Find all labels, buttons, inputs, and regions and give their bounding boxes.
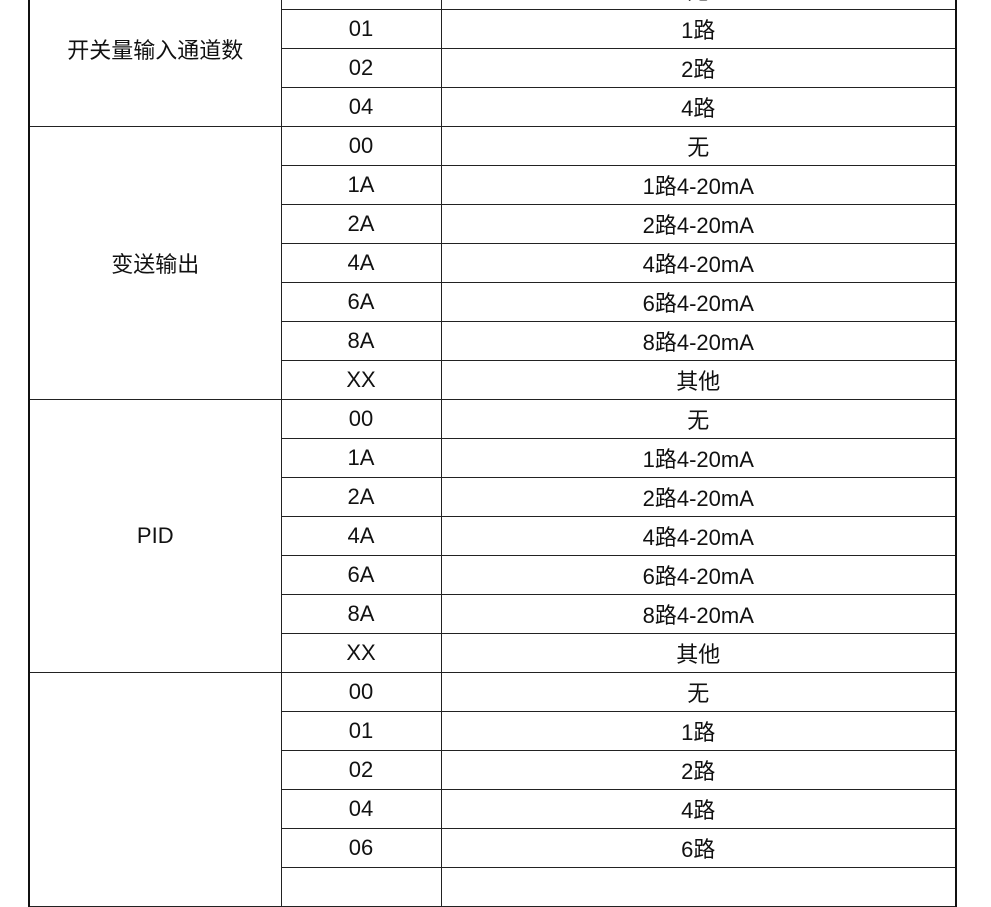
description-cell: 无	[440, 399, 957, 439]
code-cell: 6A	[280, 282, 442, 322]
table-row: 4A 4路4-20mA	[29, 516, 957, 556]
description-cell: 6路4-20mA	[440, 282, 957, 322]
description-cell: 1路4-20mA	[440, 165, 957, 205]
code-cell: 2A	[280, 477, 442, 517]
table-row: 04 4路	[29, 87, 957, 127]
code-cell: XX	[280, 633, 442, 673]
description-cell: 2路	[440, 48, 957, 88]
table-row: XX 其他	[29, 360, 957, 400]
description-cell: 无	[440, 672, 957, 712]
table-row: 变送输出 00 无	[28, 126, 957, 400]
code-cell: 8A	[280, 321, 442, 361]
description-cell: 4路4-20mA	[440, 516, 957, 556]
table-row: 02 2路	[29, 750, 957, 790]
code-cell: 06	[280, 828, 442, 868]
spec-table: 开关量输入通道数00无011路022路044路变送输出00无1A1路4-20mA…	[28, 0, 957, 907]
description-cell: 1路4-20mA	[440, 438, 957, 478]
description-cell: 4路4-20mA	[440, 243, 957, 283]
code-cell: 4A	[280, 243, 442, 283]
table-row: 1A 1路4-20mA	[29, 438, 957, 478]
code-cell: 04	[280, 87, 442, 127]
table-row: 01 1路	[29, 711, 957, 751]
code-cell	[280, 867, 442, 907]
table-row: 6A 6路4-20mA	[29, 282, 957, 322]
description-cell: 6路	[440, 828, 957, 868]
code-cell: 01	[280, 9, 442, 49]
table-row: 开关量输入通道数00无	[28, 0, 957, 127]
code-cell: 8A	[280, 594, 442, 634]
code-cell: 00	[280, 0, 442, 10]
description-cell: 8路4-20mA	[440, 594, 957, 634]
code-cell: 01	[280, 711, 442, 751]
code-cell: 02	[280, 750, 442, 790]
table-row: 2A 2路4-20mA	[29, 477, 957, 517]
code-cell: 2A	[280, 204, 442, 244]
group-label: PID	[28, 399, 282, 673]
group-label: 变送输出	[28, 126, 282, 400]
description-cell: 无	[440, 126, 957, 166]
code-cell: 02	[280, 48, 442, 88]
description-cell: 8路4-20mA	[440, 321, 957, 361]
code-cell: 4A	[280, 516, 442, 556]
code-cell: 6A	[280, 555, 442, 595]
description-cell: 2路	[440, 750, 957, 790]
code-cell: 00	[280, 399, 442, 439]
description-cell: 无	[440, 0, 957, 10]
description-cell: 2路4-20mA	[440, 204, 957, 244]
description-cell: 6路4-20mA	[440, 555, 957, 595]
code-cell: 1A	[280, 438, 442, 478]
description-cell: 4路	[440, 789, 957, 829]
group-label: 开关量输入通道数	[28, 0, 282, 127]
description-cell: 其他	[440, 633, 957, 673]
code-cell: 00	[280, 672, 442, 712]
table-row: 00 无	[28, 672, 957, 907]
table-row: 8A 8路4-20mA	[29, 321, 957, 361]
description-cell: 1路	[440, 9, 957, 49]
code-cell: XX	[280, 360, 442, 400]
table-row: 01 1路	[29, 9, 957, 49]
code-cell: 00	[280, 126, 442, 166]
description-cell: 1路	[440, 711, 957, 751]
description-cell	[440, 867, 957, 907]
description-cell: 4路	[440, 87, 957, 127]
description-cell: 2路4-20mA	[440, 477, 957, 517]
description-cell: 其他	[440, 360, 957, 400]
group-label	[28, 672, 282, 907]
table-row: 4A 4路4-20mA	[29, 243, 957, 283]
table-row: PID 00 无	[28, 399, 957, 673]
code-cell: 1A	[280, 165, 442, 205]
table-row: 04 4路	[29, 789, 957, 829]
table-row: 6A 6路4-20mA	[29, 555, 957, 595]
table-row: 2A 2路4-20mA	[29, 204, 957, 244]
code-cell: 04	[280, 789, 442, 829]
